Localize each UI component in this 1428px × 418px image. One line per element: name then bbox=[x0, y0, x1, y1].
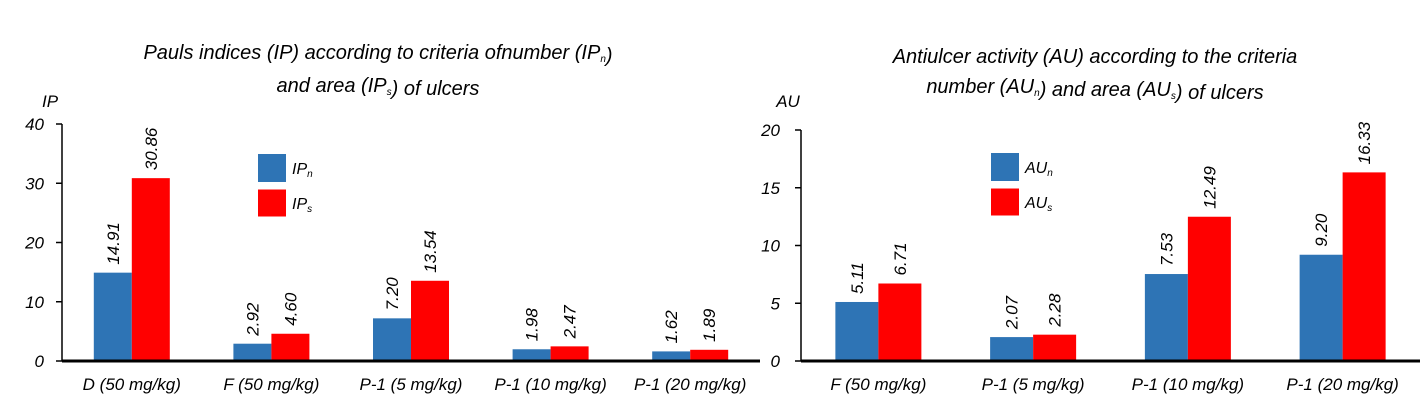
ip-y-tick-label: 30 bbox=[25, 174, 44, 193]
ip-bar-s bbox=[550, 346, 589, 361]
ip-data-label: 30.86 bbox=[142, 127, 161, 170]
ip-title-line-2: and area (IPs) of ulcers bbox=[277, 75, 480, 100]
au-bar-s bbox=[1342, 172, 1386, 361]
au-y-tick-label: 20 bbox=[760, 121, 780, 140]
ip-bar-n bbox=[233, 343, 272, 361]
ip-bar-s bbox=[690, 349, 729, 361]
ip-y-tick-label: 20 bbox=[24, 234, 44, 253]
ip-y-tick-label: 0 bbox=[35, 352, 45, 371]
au-y-tick-label: 10 bbox=[761, 237, 780, 256]
au-y-tick-label: 5 bbox=[771, 294, 781, 313]
ip-category-label: P-1 (5 mg/kg) bbox=[360, 375, 463, 394]
ip-data-label: 7.20 bbox=[383, 277, 402, 311]
au-category-label: P-1 (5 mg/kg) bbox=[982, 375, 1085, 394]
au-legend-label-n: AUn bbox=[1024, 160, 1053, 179]
au-data-label: 12.49 bbox=[1200, 166, 1219, 209]
ip-data-label: 4.60 bbox=[281, 292, 300, 326]
au-bar-n bbox=[1299, 254, 1343, 361]
ip-bar-n bbox=[93, 272, 132, 361]
au-legend-label-s: AUs bbox=[1024, 195, 1052, 214]
au-bar-s bbox=[878, 283, 922, 361]
au-y-tick-label: 15 bbox=[761, 179, 780, 198]
au-bar-s bbox=[1033, 334, 1077, 361]
ip-data-label: 2.92 bbox=[243, 302, 262, 337]
ip-y-tick-label: 40 bbox=[25, 115, 44, 134]
ip-bar-n bbox=[373, 318, 411, 361]
ip-data-label: 1.98 bbox=[523, 308, 542, 342]
au-title-line-2: number (AUn) and area (AUs) of ulcers bbox=[926, 76, 1263, 104]
au-chart: Antiulcer activity (AU) according to the… bbox=[760, 46, 1420, 394]
ip-bar-n bbox=[512, 349, 551, 361]
ip-data-label: 1.62 bbox=[662, 310, 681, 344]
ip-category-label: F (50 mg/kg) bbox=[223, 375, 319, 394]
ip-chart: Pauls indices (IP) according to criteria… bbox=[24, 42, 760, 394]
au-data-label: 16.33 bbox=[1355, 121, 1374, 164]
ip-bar-n bbox=[652, 351, 691, 361]
ip-category-label: D (50 mg/kg) bbox=[83, 375, 181, 394]
ip-y-tick-label: 10 bbox=[25, 293, 44, 312]
ip-bar-s bbox=[411, 280, 449, 361]
au-title-line-1: Antiulcer activity (AU) according to the… bbox=[892, 46, 1298, 68]
ip-bar-s bbox=[131, 178, 170, 361]
ip-category-label: P-1 (20 mg/kg) bbox=[634, 375, 746, 394]
au-data-label: 2.28 bbox=[1046, 293, 1065, 328]
ip-data-label: 14.91 bbox=[104, 222, 123, 265]
au-legend-swatch-n bbox=[991, 153, 1019, 181]
au-data-label: 5.11 bbox=[848, 262, 867, 294]
au-bar-n bbox=[1144, 274, 1188, 361]
ip-title-line-1: Pauls indices (IP) according to criteria… bbox=[143, 42, 612, 67]
au-legend-swatch-s bbox=[991, 188, 1019, 216]
au-category-label: F (50 mg/kg) bbox=[830, 375, 926, 394]
au-y-tick-label: 0 bbox=[771, 352, 781, 371]
au-data-label: 7.53 bbox=[1157, 232, 1176, 266]
ip-bar-s bbox=[271, 333, 310, 361]
ip-legend-label-s: IPs bbox=[292, 196, 312, 215]
au-data-label: 2.07 bbox=[1003, 295, 1022, 330]
au-bar-n bbox=[835, 301, 879, 361]
au-category-label: P-1 (10 mg/kg) bbox=[1132, 375, 1244, 394]
ip-data-label: 13.54 bbox=[421, 230, 440, 273]
ip-data-label: 1.89 bbox=[700, 308, 719, 342]
au-category-label: P-1 (20 mg/kg) bbox=[1286, 375, 1398, 394]
au-data-label: 9.20 bbox=[1312, 213, 1331, 247]
ip-legend-label-n: IPn bbox=[292, 161, 313, 180]
ip-category-label: P-1 (10 mg/kg) bbox=[494, 375, 606, 394]
au-data-label: 6.71 bbox=[891, 242, 910, 275]
au-bar-n bbox=[990, 337, 1034, 361]
ip-y-axis-label: IP bbox=[42, 92, 59, 111]
ip-legend-swatch-s bbox=[258, 189, 286, 217]
au-bar-s bbox=[1187, 216, 1231, 361]
ip-legend-swatch-n bbox=[258, 154, 286, 182]
au-y-axis-label: AU bbox=[775, 92, 800, 111]
ip-data-label: 2.47 bbox=[561, 305, 580, 340]
